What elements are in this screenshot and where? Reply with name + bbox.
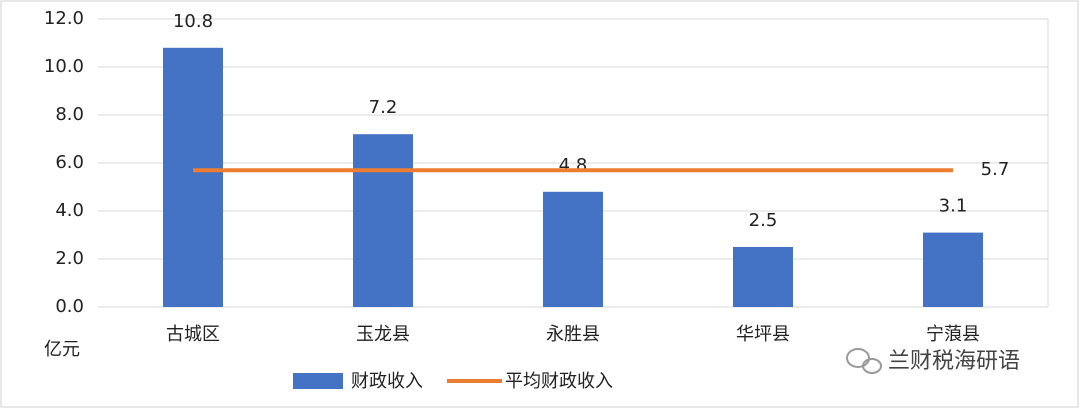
watermark: 兰财税海研语 bbox=[888, 349, 1020, 374]
bar bbox=[923, 232, 983, 307]
y-tick-label: 4.0 bbox=[55, 200, 84, 221]
y-tick-label: 10.0 bbox=[44, 56, 84, 77]
y-tick-label: 0.0 bbox=[55, 296, 84, 317]
data-label: 5.7 bbox=[981, 159, 1010, 180]
data-label: 3.1 bbox=[939, 196, 968, 217]
data-label: 7.2 bbox=[369, 97, 398, 118]
data-label: 10.8 bbox=[173, 11, 213, 32]
watermark-icon bbox=[846, 348, 882, 374]
bar bbox=[163, 47, 223, 308]
data-label: 2.5 bbox=[749, 210, 778, 231]
y-tick-label: 12.0 bbox=[44, 8, 84, 29]
x-tick-label: 古城区 bbox=[166, 324, 220, 345]
data-label: 4.8 bbox=[559, 155, 588, 176]
y-axis-label: 亿元 bbox=[44, 339, 80, 360]
x-tick-label: 华坪县 bbox=[736, 324, 790, 345]
y-tick-label: 6.0 bbox=[55, 152, 84, 173]
legend-label: 财政收入 bbox=[351, 371, 423, 392]
y-tick-label: 2.0 bbox=[55, 248, 84, 269]
legend-swatch bbox=[293, 373, 343, 389]
y-tick-label: 8.0 bbox=[55, 104, 84, 125]
x-tick-label: 宁蒗县 bbox=[926, 324, 980, 345]
bar bbox=[543, 191, 603, 307]
legend-label: 平均财政收入 bbox=[505, 371, 613, 392]
bar bbox=[733, 247, 793, 307]
bar bbox=[353, 134, 413, 307]
x-tick-label: 永胜县 bbox=[546, 324, 600, 345]
x-tick-label: 玉龙县 bbox=[356, 324, 410, 345]
